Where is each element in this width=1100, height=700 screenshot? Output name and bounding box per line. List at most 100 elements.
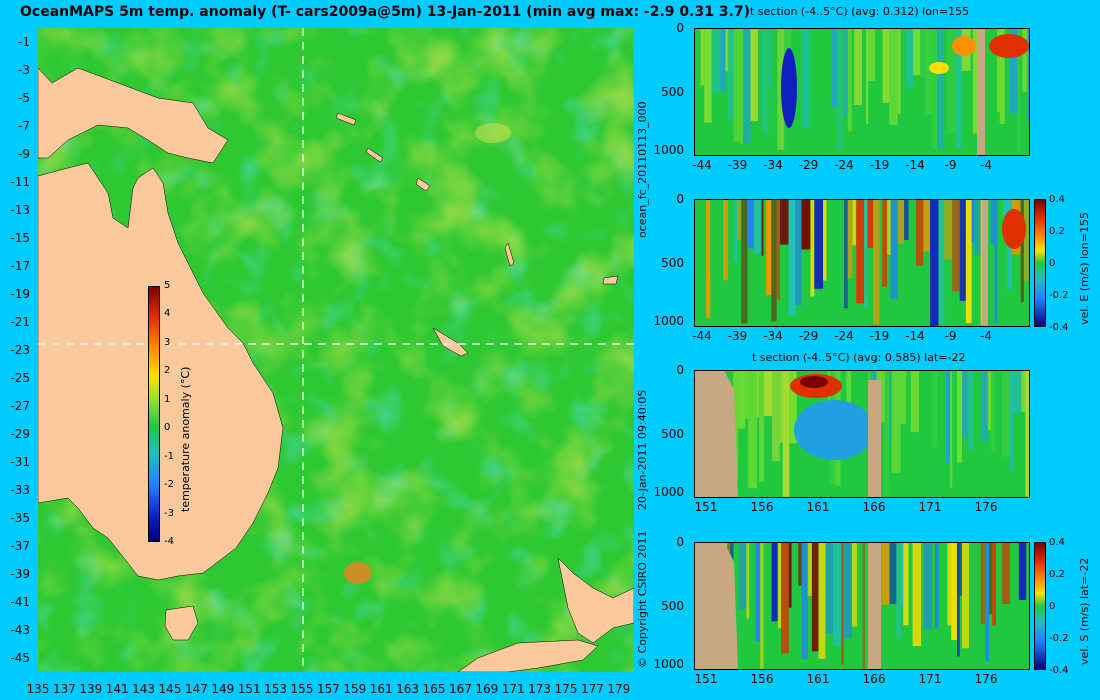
new-guinea-land: [38, 67, 229, 164]
section-stripe: [908, 199, 917, 291]
panel-x-tick-label: 166: [862, 672, 886, 686]
section-stripe: [991, 370, 995, 452]
map-x-tick-label: 145: [158, 682, 182, 696]
velocity-colorbar-tick: -0.2: [1049, 290, 1069, 301]
temperature-colorbar-tick: -2: [164, 479, 174, 491]
section-stripe: [788, 542, 792, 608]
section-stripe: [715, 199, 724, 282]
section-stripe: [749, 542, 756, 604]
section-stripe: [811, 542, 819, 652]
map-y-tick-label: -37: [10, 539, 30, 553]
section-stripe: [932, 542, 935, 604]
section-stripe: [1017, 28, 1021, 154]
section-stripe: [844, 542, 852, 639]
section-feature: [800, 376, 828, 388]
panel-x-tick-label: 166: [862, 500, 886, 514]
section-stripe: [733, 28, 741, 142]
velocity-east-colorbar: [1034, 199, 1046, 327]
section-stripe: [851, 28, 855, 154]
panel-x-tick-label: -14: [905, 329, 925, 343]
section-stripe: [763, 199, 766, 300]
map-y-tick-label: -31: [10, 455, 30, 469]
map-y-tick-label: -29: [10, 427, 30, 441]
section-stripe: [971, 199, 975, 243]
map-x-tick-label: 141: [105, 682, 129, 696]
map-x-tick-label: 167: [448, 682, 472, 696]
section-stripe: [847, 28, 852, 132]
section-stripe: [925, 28, 933, 115]
velocity-east-section-lon155: [694, 199, 1030, 327]
section-stripe: [875, 28, 880, 82]
temperature-colorbar-tick: -4: [164, 536, 174, 547]
velocity-colorbar-tick: -0.4: [1049, 322, 1069, 333]
map-y-tick-label: -11: [10, 175, 30, 189]
section-stripe: [989, 542, 993, 615]
section-stripe: [994, 370, 1002, 473]
section-stripe: [711, 28, 721, 95]
panel-y-tick-label: 1000: [653, 314, 684, 328]
panel-x-tick-label: 151: [694, 500, 718, 514]
section-stripe: [965, 199, 972, 324]
section-stripe: [733, 370, 739, 480]
map-x-tick-label: 163: [396, 682, 420, 696]
australia-land: [38, 162, 284, 581]
section-stripe: [753, 199, 762, 255]
panel-y-tick-label: 1000: [653, 485, 684, 499]
section-stripe: [801, 28, 811, 128]
section-stripe: [1023, 199, 1030, 281]
section-stripe: [702, 199, 707, 250]
map-y-tick-label: -3: [18, 63, 30, 77]
map-x-tick-label: 159: [343, 682, 367, 696]
new-zealand-north-land: [557, 557, 634, 644]
map-y-tick-label: -1: [18, 35, 30, 49]
section-stripe: [700, 28, 705, 86]
section-stripe: [992, 542, 997, 626]
section-stripe: [923, 542, 933, 630]
velocity-colorbar-tick: 0: [1049, 601, 1056, 612]
panel-x-tick-label: -4: [980, 329, 992, 343]
section-stripe: [864, 199, 868, 308]
panel-x-tick-label: -39: [727, 158, 748, 172]
section-stripe: [706, 199, 711, 318]
section-stripe: [955, 28, 962, 148]
map-x-tick-label: 137: [52, 682, 76, 696]
section-stripe: [1010, 542, 1012, 624]
section-stripe: [884, 370, 889, 496]
section-stripe: [746, 542, 750, 619]
section-stripe: [988, 28, 993, 151]
section-stripe: [973, 370, 982, 469]
section-stripe: [847, 199, 853, 278]
map-y-tick-label: -45: [10, 651, 30, 665]
section-stripe: [921, 542, 924, 644]
section-stripe: [747, 199, 754, 249]
section-stripe: [776, 199, 780, 300]
section-stripe: [801, 199, 811, 250]
section-stripe: [728, 28, 734, 121]
section-stripe: [694, 28, 701, 95]
section-stripe: [987, 370, 992, 431]
section-feature: [989, 34, 1029, 58]
velocity-colorbar-tick: 0.2: [1049, 569, 1065, 580]
section-stripe: [903, 542, 909, 626]
section-feature: [929, 62, 949, 74]
forecast-id-label: ocean_fc_20110113_000: [636, 101, 649, 238]
section-stripe: [937, 370, 946, 478]
section-stripe: [757, 28, 762, 136]
map-x-tick-label: 153: [264, 682, 288, 696]
section-stripe: [897, 199, 905, 244]
section-stripe: [862, 542, 865, 670]
map-x-tick-label: 149: [211, 682, 235, 696]
section-stripe: [835, 199, 844, 308]
section-stripe: [951, 542, 957, 641]
section-stripe: [710, 199, 716, 274]
section-stripe: [771, 370, 780, 462]
map-y-tick-label: -41: [10, 595, 30, 609]
section-stripe: [932, 28, 937, 150]
section-stripe: [796, 370, 806, 450]
section-stripe: [741, 199, 748, 324]
panel-x-tick-label: 171: [918, 672, 942, 686]
section-stripe: [996, 542, 1003, 659]
section-stripe: [906, 370, 911, 426]
section-stripe: [1012, 542, 1019, 584]
section-stripe: [959, 542, 962, 596]
